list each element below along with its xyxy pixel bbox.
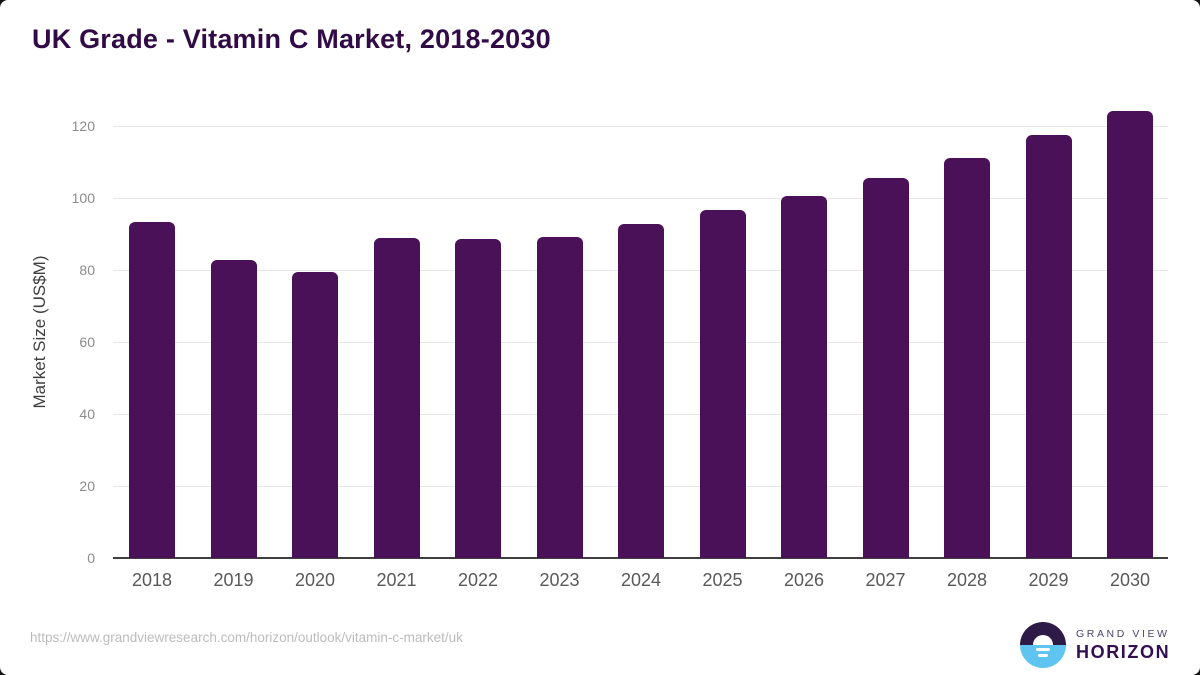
x-tick-label-2027: 2027: [865, 570, 906, 590]
y-tick-label: 20: [79, 478, 95, 495]
bar-2022: [455, 239, 501, 558]
y-tick-label: 120: [71, 118, 95, 135]
bar-2018: [129, 222, 175, 558]
y-tick-label: 0: [87, 550, 95, 566]
x-tick-label-2029: 2029: [1028, 570, 1069, 590]
x-tick-label-2030: 2030: [1109, 570, 1151, 590]
bar-2030: [1107, 110, 1153, 558]
y-tick-label: 100: [71, 190, 95, 207]
y-axis-title: Market Size (US$M): [30, 255, 49, 409]
gridline: [113, 126, 1168, 128]
bar-2029: [1025, 135, 1072, 558]
x-tick-label-2024: 2024: [620, 570, 662, 590]
y-tick-label: 80: [79, 262, 95, 279]
x-tick-label-2025: 2025: [702, 570, 743, 590]
bar-2025: [699, 210, 746, 558]
bar-2027: [862, 177, 909, 558]
gridline: [113, 198, 1168, 200]
bar-2023: [536, 237, 583, 558]
bar-2024: [618, 224, 664, 558]
source-url: https://www.grandviewresearch.com/horizo…: [30, 630, 463, 645]
sunrise-logo-icon: [1020, 622, 1066, 668]
chart-title: UK Grade - Vitamin C Market, 2018-2030: [32, 24, 551, 54]
x-tick-label-2022: 2022: [457, 570, 499, 590]
bar-2026: [781, 195, 827, 558]
x-tick-label-2018: 2018: [131, 570, 173, 590]
x-tick-label-2019: 2019: [213, 570, 254, 590]
x-tick-label-2028: 2028: [946, 570, 988, 590]
bar-2020: [292, 272, 338, 558]
logo-brand-top: GRAND VIEW: [1076, 627, 1170, 640]
x-tick-label-2026: 2026: [783, 570, 825, 590]
wave-line-icon: [1038, 653, 1048, 657]
logo-brand-bottom: HORIZON: [1076, 641, 1171, 662]
y-tick-label: 60: [79, 334, 95, 351]
x-tick-label-2023: 2023: [539, 570, 580, 590]
wave-line-icon: [1036, 648, 1050, 651]
grand-view-horizon-logo: GRAND VIEW HORIZON: [1020, 622, 1170, 668]
bar-2021: [373, 238, 420, 558]
logo-text: GRAND VIEW HORIZON: [1076, 628, 1170, 663]
sun-icon: [1033, 635, 1053, 645]
bar-2028: [944, 157, 990, 558]
x-tick-label-2020: 2020: [294, 570, 336, 590]
x-tick-label-2021: 2021: [376, 570, 417, 590]
y-tick-label: 40: [79, 406, 95, 423]
x-axis-line: [113, 557, 1168, 559]
bar-2019: [210, 260, 257, 558]
